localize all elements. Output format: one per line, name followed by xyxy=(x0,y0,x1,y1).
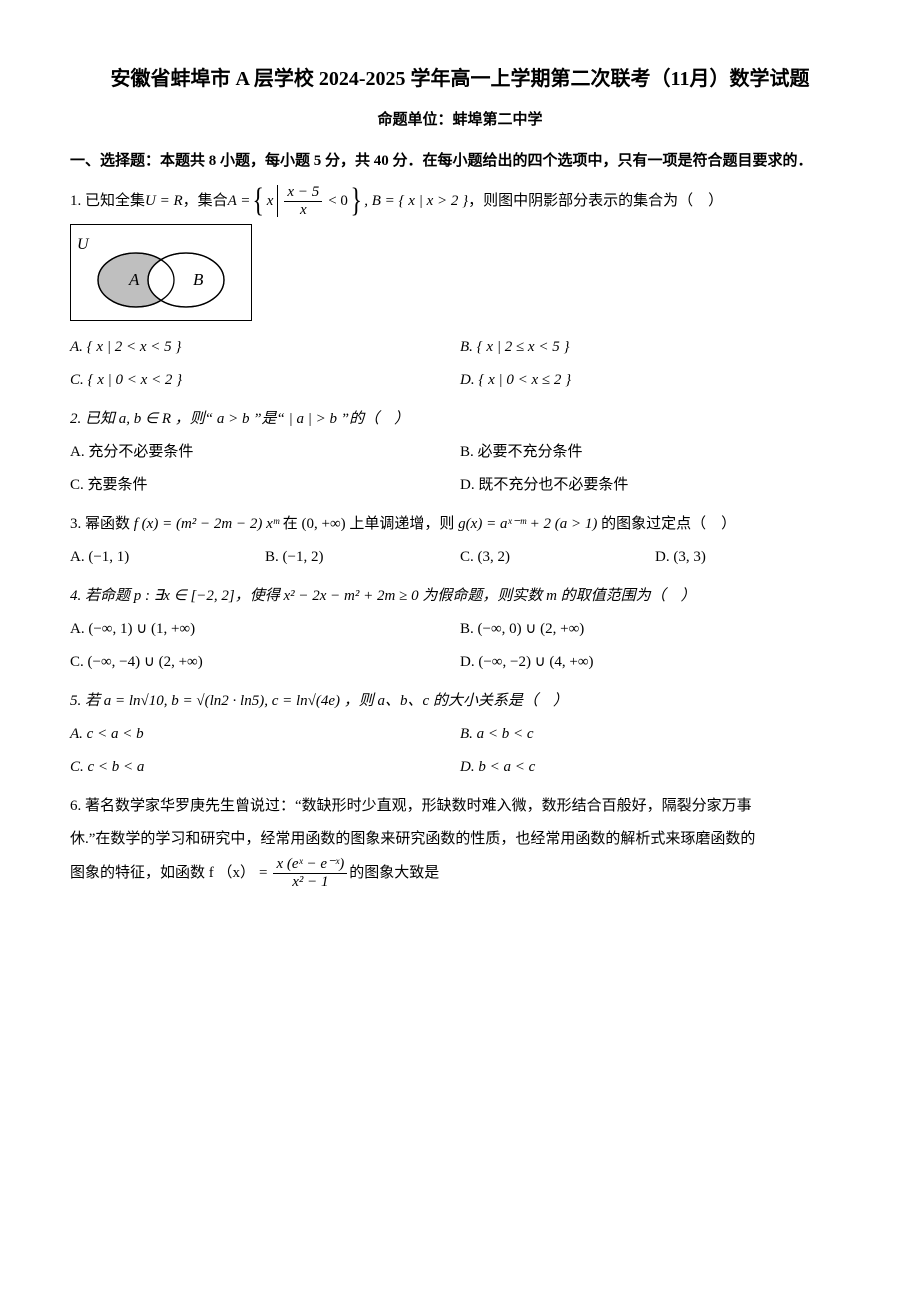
q6-frac: x (eˣ − e⁻ˣ) x² − 1 xyxy=(273,856,347,890)
q2-options: A. 充分不必要条件 B. 必要不充分条件 C. 充要条件 D. 既不充分也不必… xyxy=(70,436,850,502)
q6-line3: 图象的特征，如函数 f （x） = x (eˣ − e⁻ˣ) x² − 1 的图… xyxy=(70,856,850,890)
q5-opt-A: A. c < a < b xyxy=(70,718,460,751)
q3-f: f (x) = (m² − 2m − 2) xᵐ xyxy=(134,516,279,532)
q2-opt-D: D. 既不充分也不必要条件 xyxy=(460,469,850,502)
q3-opt-D: D. (3, 3) xyxy=(655,541,850,574)
q1-opt-D: D. { x | 0 < x ≤ 2 } xyxy=(460,364,850,397)
q3-opt-A: A. (−1, 1) xyxy=(70,541,265,574)
q3-post: 的图象过定点（ ） xyxy=(601,516,736,532)
q4-options: A. (−∞, 1) ∪ (1, +∞) B. (−∞, 0) ∪ (2, +∞… xyxy=(70,613,850,679)
lbrace-icon: { xyxy=(253,184,264,218)
q6-frac-num: x (eˣ − e⁻ˣ) xyxy=(273,856,347,873)
q3-g: g(x) = aˣ⁻ᵐ + 2 (a > 1) xyxy=(458,516,597,532)
q1-setB: , B = { x | x > 2 } xyxy=(364,185,468,218)
q4-text: 4. 若命题 p : ∃x ∈ [−2, 2]，使得 x² − 2x − m² … xyxy=(70,588,696,604)
q4-stem: 4. 若命题 p : ∃x ∈ [−2, 2]，使得 x² − 2x − m² … xyxy=(70,580,850,613)
venn-diagram: U A B xyxy=(70,224,252,321)
q3-stem: 3. 幂函数 f (x) = (m² − 2m − 2) xᵐ 在 (0, +∞… xyxy=(70,508,850,541)
rbrace-icon: } xyxy=(350,184,361,218)
q3-mid1: 在 (0, +∞) 上单调递增，则 xyxy=(283,516,458,532)
q4-opt-C: C. (−∞, −4) ∪ (2, +∞) xyxy=(70,646,460,679)
question-2: 2. 已知 a, b ∈ R ，则“ a > b ”是“ | a | > b ”… xyxy=(70,403,850,502)
q1-pre: 1. 已知全集 xyxy=(70,185,145,218)
q6-line1: 6. 著名数学家华罗庚先生曾说过：“数缺形时少直观，形缺数时难入微，数形结合百般… xyxy=(70,790,850,823)
question-1: 1. 已知全集 U = R ，集合 A = { x x − 5 x < 0 } … xyxy=(70,184,850,397)
q2-text: 2. 已知 a, b ∈ R ，则“ a > b ”是“ | a | > b ”… xyxy=(70,411,409,427)
q4-opt-B: B. (−∞, 0) ∪ (2, +∞) xyxy=(460,613,850,646)
vbar-icon xyxy=(277,185,278,217)
q1-setA-frac: x − 5 x xyxy=(284,184,322,218)
q5-options: A. c < a < b B. a < b < c C. c < b < a D… xyxy=(70,718,850,784)
q5-opt-B: B. a < b < c xyxy=(460,718,850,751)
q5-text: 5. 若 a = ln√10, b = √(ln2 · ln5), c = ln… xyxy=(70,693,568,709)
q3-pre: 3. 幂函数 xyxy=(70,516,134,532)
q1-U: U = R xyxy=(145,185,183,218)
q1-mid: ，集合 xyxy=(183,185,228,218)
q1-opt-B: B. { x | 2 ≤ x < 5 } xyxy=(460,331,850,364)
frac-num: x − 5 xyxy=(284,184,322,201)
q1-setA-var: x xyxy=(267,185,274,218)
q4-opt-A: A. (−∞, 1) ∪ (1, +∞) xyxy=(70,613,460,646)
q1-setA-lhs: A = xyxy=(228,185,251,218)
section-1-heading: 一、选择题：本题共 8 小题，每小题 5 分，共 40 分．在每小题给出的四个选… xyxy=(70,145,850,178)
q1-setA-tail: < 0 xyxy=(328,185,348,218)
q2-stem: 2. 已知 a, b ∈ R ，则“ a > b ”是“ | a | > b ”… xyxy=(70,403,850,436)
question-5: 5. 若 a = ln√10, b = √(ln2 · ln5), c = ln… xyxy=(70,685,850,784)
q2-opt-B: B. 必要不充分条件 xyxy=(460,436,850,469)
q2-opt-A: A. 充分不必要条件 xyxy=(70,436,460,469)
q1-stem: 1. 已知全集 U = R ，集合 A = { x x − 5 x < 0 } … xyxy=(70,184,850,218)
q5-stem: 5. 若 a = ln√10, b = √(ln2 · ln5), c = ln… xyxy=(70,685,850,718)
q1-options: A. { x | 2 < x < 5 } B. { x | 2 ≤ x < 5 … xyxy=(70,331,850,397)
venn-svg: A B xyxy=(71,225,251,320)
q1-post: ，则图中阴影部分表示的集合为（ ） xyxy=(468,185,723,218)
subtitle: 命题单位：蚌埠第二中学 xyxy=(70,104,850,137)
q6-frac-den: x² − 1 xyxy=(273,873,347,891)
q6-line2: 休.”在数学的学习和研究中，经常用函数的图象来研究函数的性质，也经常用函数的解析… xyxy=(70,823,850,856)
frac-den: x xyxy=(284,201,322,219)
q6-l3-pre: 图象的特征，如函数 f （x） xyxy=(70,857,255,890)
question-3: 3. 幂函数 f (x) = (m² − 2m − 2) xᵐ 在 (0, +∞… xyxy=(70,508,850,574)
venn-U-label: U xyxy=(77,227,89,262)
q5-opt-D: D. b < a < c xyxy=(460,751,850,784)
q3-opt-B: B. (−1, 2) xyxy=(265,541,460,574)
page-title: 安徽省蚌埠市 A 层学校 2024-2025 学年高一上学期第二次联考（11月）… xyxy=(70,60,850,98)
q4-opt-D: D. (−∞, −2) ∪ (4, +∞) xyxy=(460,646,850,679)
q1-setA: A = { x x − 5 x < 0 } xyxy=(228,184,365,218)
q6-l3-post: 的图象大致是 xyxy=(349,857,439,890)
venn-B-label: B xyxy=(193,270,204,289)
question-4: 4. 若命题 p : ∃x ∈ [−2, 2]，使得 x² − 2x − m² … xyxy=(70,580,850,679)
venn-A-label: A xyxy=(128,270,140,289)
q3-options: A. (−1, 1) B. (−1, 2) C. (3, 2) D. (3, 3… xyxy=(70,541,850,574)
equals-sign: = xyxy=(259,857,267,890)
question-6: 6. 著名数学家华罗庚先生曾说过：“数缺形时少直观，形缺数时难入微，数形结合百般… xyxy=(70,790,850,890)
q5-opt-C: C. c < b < a xyxy=(70,751,460,784)
q3-opt-C: C. (3, 2) xyxy=(460,541,655,574)
q2-opt-C: C. 充要条件 xyxy=(70,469,460,502)
q1-opt-C: C. { x | 0 < x < 2 } xyxy=(70,364,460,397)
q1-opt-A: A. { x | 2 < x < 5 } xyxy=(70,331,460,364)
